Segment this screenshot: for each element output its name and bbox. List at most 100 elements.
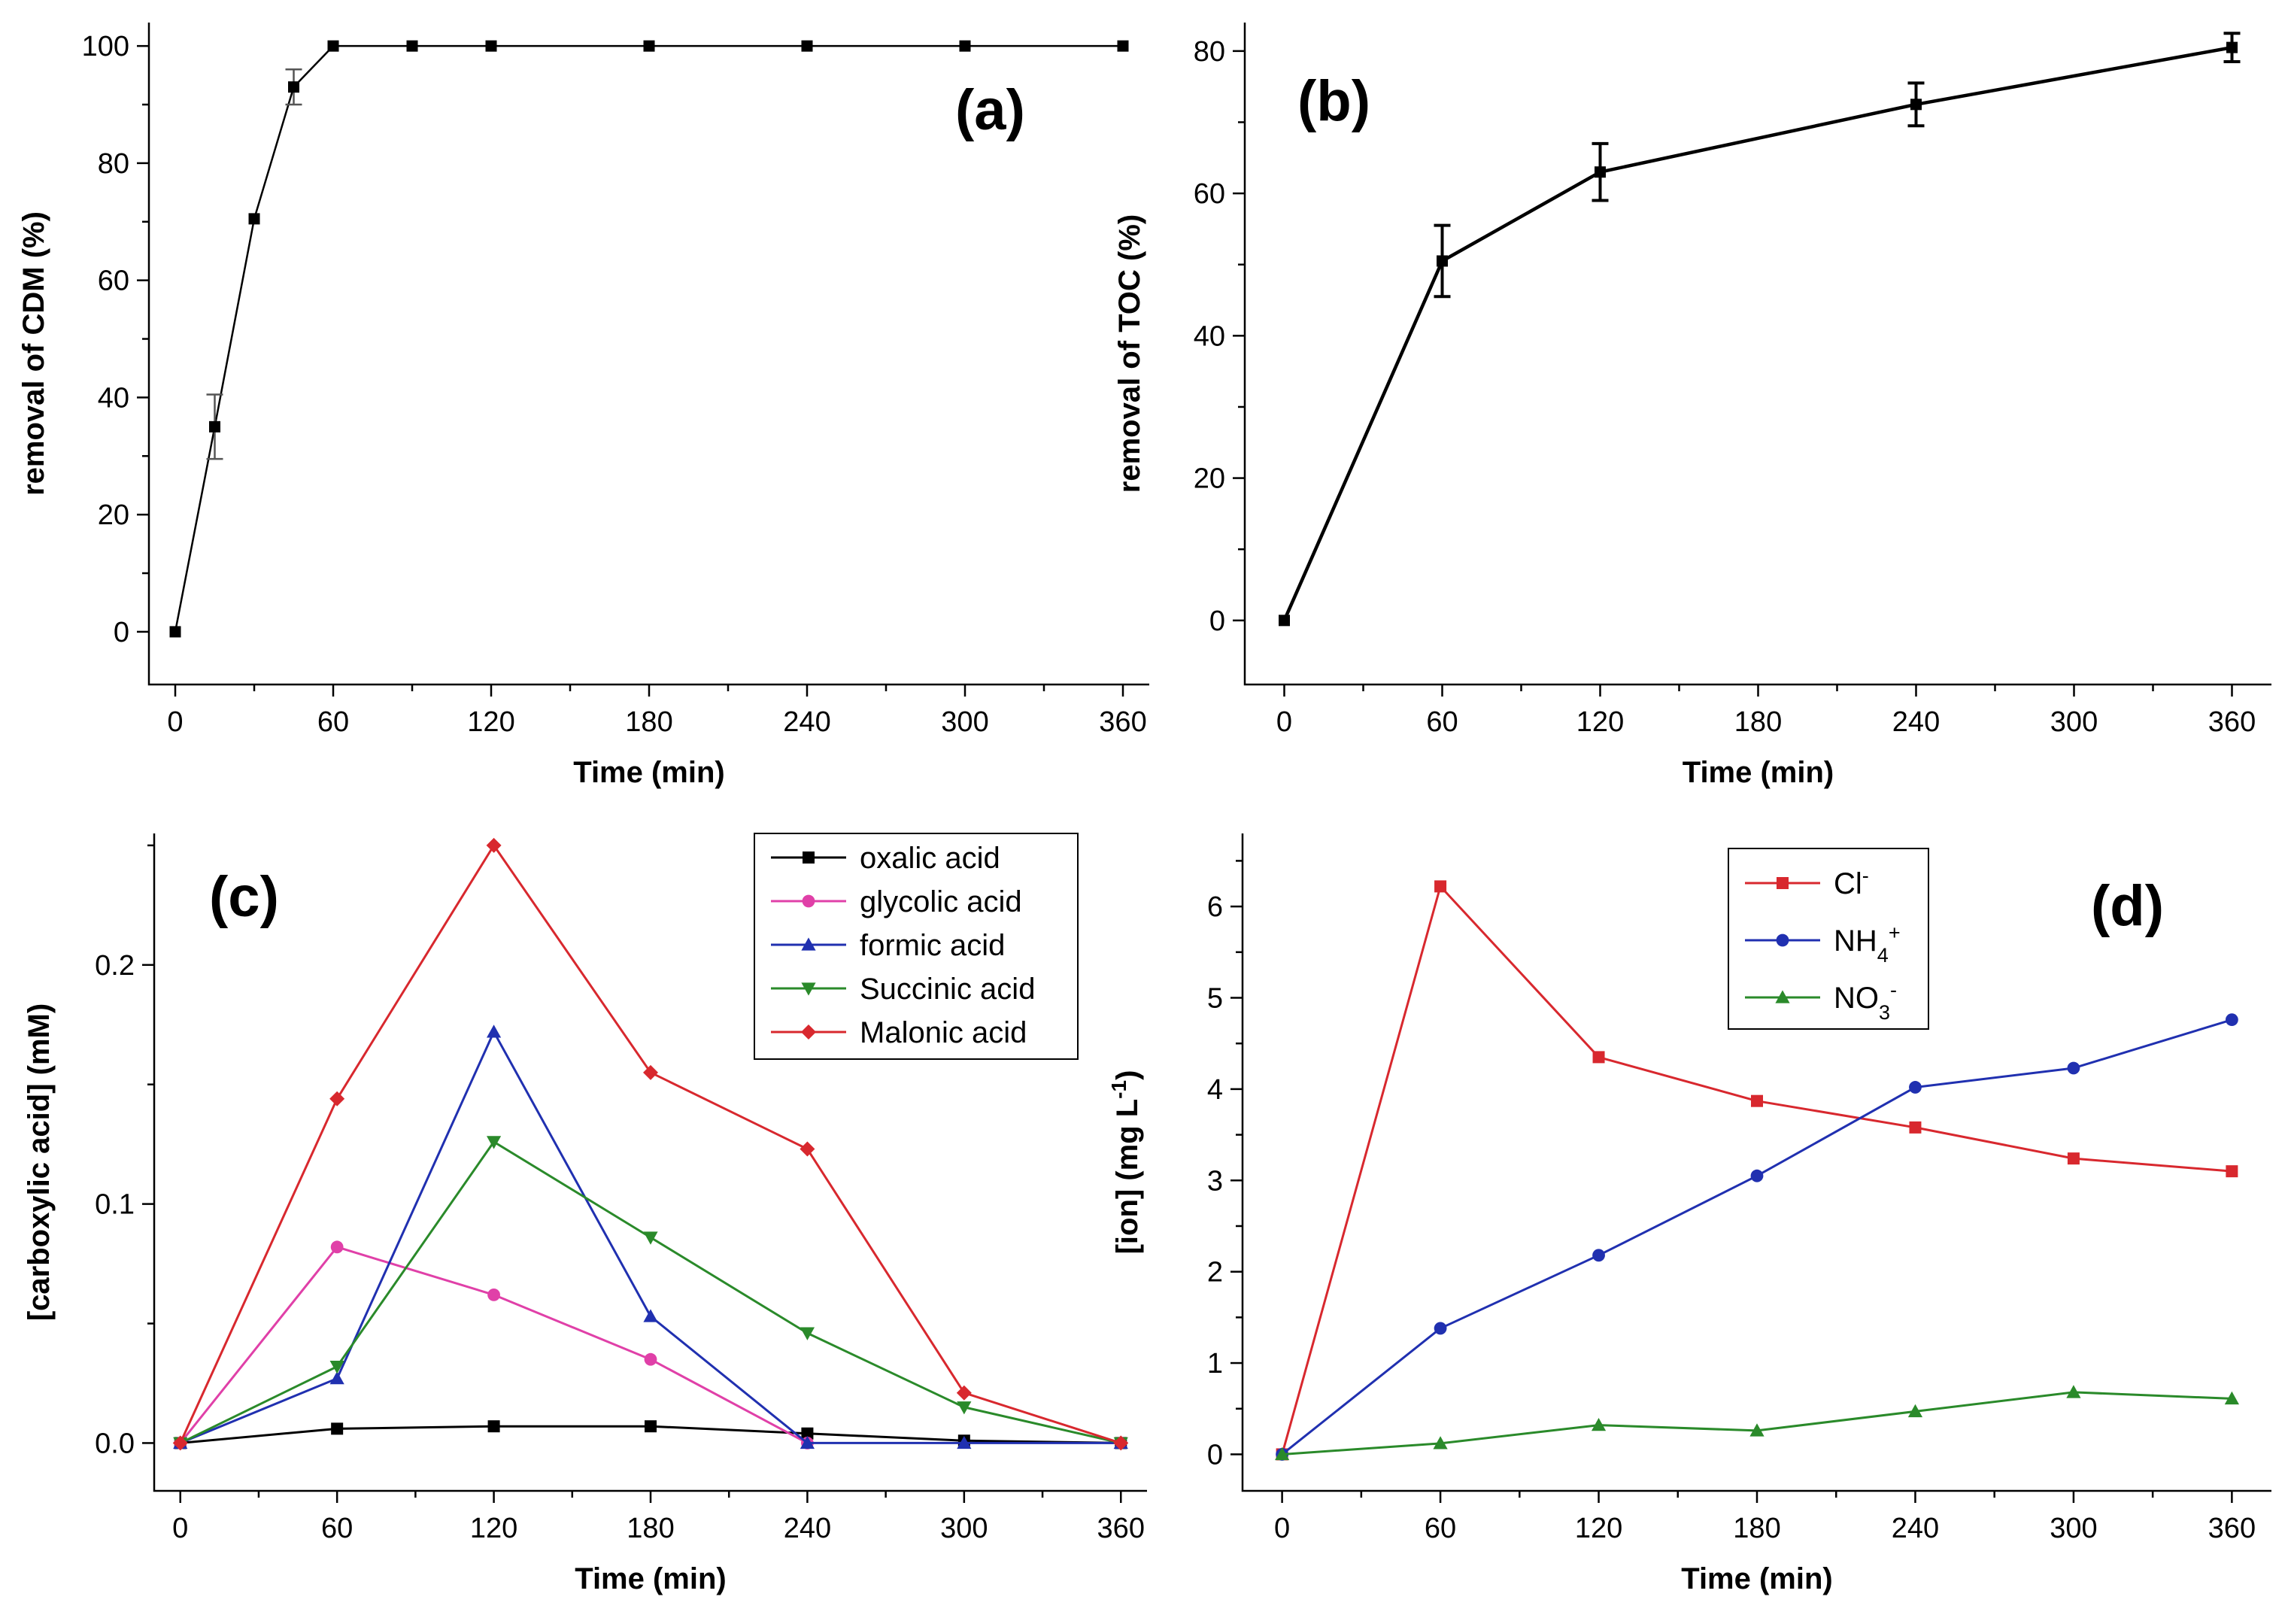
series-line [1282,1391,2232,1456]
panel-label: (a) [955,78,1025,142]
panel-label: (b) [1297,69,1370,133]
data-point [1113,1435,1129,1451]
x-tick-label: 360 [2208,706,2256,738]
legend-item: glycolic acid [771,885,1022,918]
x-axis-title: Time (min) [573,756,725,789]
legend-label: Succinic acid [860,973,1035,1006]
data-point [1751,1094,1763,1107]
x-tick-label: 120 [1575,1513,1622,1544]
legend: Cl-NH4+NO3- [1728,848,1929,1030]
series-0 [1279,32,2241,627]
y-tick-label: 20 [98,499,129,531]
series-0 [169,40,1129,638]
data-point [288,81,299,93]
legend-marker [1775,990,1790,1003]
panel-label: (d) [2091,874,2164,938]
data-point [329,1371,344,1385]
data-point [1749,1423,1765,1437]
data-point [209,420,220,433]
data-point [1909,1081,1922,1094]
x-tick-label: 240 [783,706,830,738]
data-point [1433,1436,1448,1449]
series-0 [174,1420,1127,1449]
data-point [959,40,971,52]
x-tick-label: 60 [317,706,349,738]
legend-label: oxalic acid [860,842,1000,875]
x-tick-label: 300 [941,706,988,738]
data-point [406,40,418,52]
data-point [1117,40,1129,52]
y-tick-label: 0 [1207,1439,1223,1471]
axis-frame [1241,833,2271,1492]
y-tick-label: 5 [1207,983,1223,1015]
x-tick-label: 120 [470,1513,517,1544]
data-point [329,1091,345,1106]
legend-marker [1776,933,1789,947]
x-tick-label: 300 [2050,706,2098,738]
legend: oxalic acid glycolic acid formic acid Succi… [754,833,1079,1060]
data-point [1437,255,1448,267]
y-axis-title: removal of CDM (%) [17,211,50,496]
data-point [1595,166,1606,178]
data-point [1279,615,1290,627]
data-point [486,1136,502,1149]
x-tick-label: 120 [1576,706,1624,738]
x-tick-label: 300 [2050,1513,2097,1544]
legend-marker [801,982,816,996]
x-tick-label: 360 [1099,706,1146,738]
data-point [2067,1152,2080,1165]
panel-b-chart: 0 60 120 180 240 300 360 0 20 40 60 80 Time (min) rem… [1113,23,2271,789]
data-point [801,1427,814,1440]
y-tick-label: 40 [1194,320,1225,352]
legend-marker [801,937,816,951]
legend-marker [803,851,815,864]
x-tick-label: 180 [627,1513,674,1544]
x-tick-label: 0 [167,706,183,738]
data-point [957,1435,972,1449]
x-tick-label: 60 [1425,1513,1456,1544]
panel-c-chart: 0 60 120 180 240 300 360 0.0 0.1 0.2 Time (min) [ca… [23,833,1147,1595]
x-axis-title: Time (min) [1683,756,1834,789]
data-point [1275,1446,1290,1461]
data-point [1434,880,1447,893]
data-point [1907,1404,1923,1418]
x-tick-label: 60 [1426,706,1458,738]
legend-frame [1728,848,1929,1030]
data-point [169,626,181,638]
y-tick-label: 0.0 [95,1428,135,1459]
panel-a-chart: 0 60 120 180 240 300 360 0 20 40 60 80 100 Time (min)… [17,23,1149,789]
data-point [800,1435,815,1449]
series-1 [174,1240,814,1449]
y-tick-label: 20 [1194,463,1225,495]
y-tick-label: 1 [1207,1348,1223,1380]
legend-item: Malonic acid [771,1016,1027,1049]
data-point [643,1064,658,1080]
data-point [957,1401,972,1415]
x-tick-label: 0 [1274,1513,1290,1544]
data-point [2067,1061,2080,1075]
data-point [1592,1249,1605,1262]
data-point [329,1361,344,1374]
legend-item: oxalic acid [771,842,1000,875]
data-point [172,1435,188,1451]
y-tick-label: 40 [98,382,129,414]
y-axis-title: [ion] (mg L-1) [1107,1070,1145,1255]
axis-frame [153,833,1147,1492]
data-point [487,1420,500,1433]
x-tick-label: 180 [1734,706,1782,738]
data-point [1750,1169,1764,1182]
data-point [331,1422,344,1435]
x-axis-title: Time (min) [575,1562,727,1595]
data-point [486,1024,502,1038]
y-tick-label: 6 [1207,891,1223,923]
series-4 [172,837,1129,1451]
x-tick-label: 180 [625,706,672,738]
data-point [644,1352,657,1366]
series-2 [1275,1385,2239,1461]
legend-item: Succinic acid [771,973,1035,1006]
legend-label: Malonic acid [860,1016,1027,1049]
data-point [1591,1418,1607,1431]
data-point [487,1288,500,1301]
x-tick-label: 0 [1276,706,1292,738]
y-tick-label: 0 [1209,606,1225,637]
